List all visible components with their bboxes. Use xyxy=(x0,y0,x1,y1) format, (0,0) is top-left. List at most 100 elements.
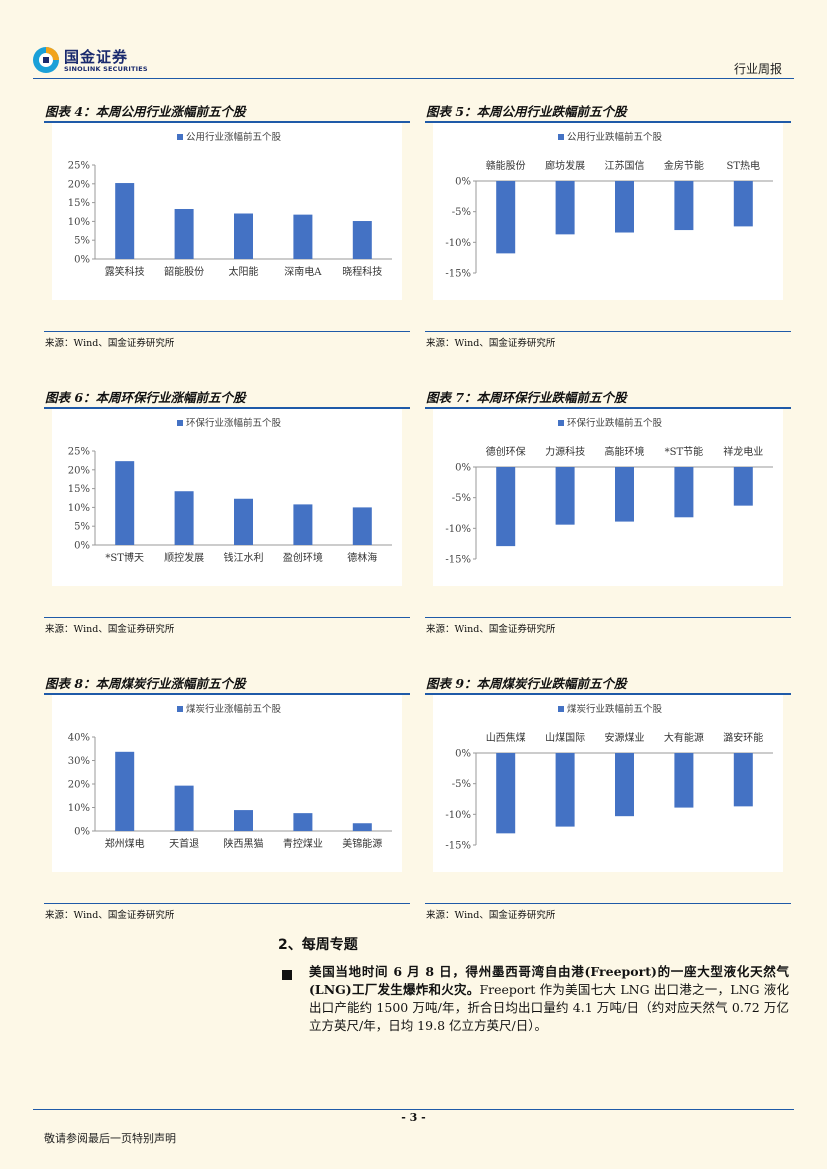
source-divider xyxy=(44,903,410,904)
legend-label: 环保行业跌幅前五个股 xyxy=(567,417,663,429)
y-tick-label: 5% xyxy=(74,522,90,533)
source-text: 来源：Wind、国金证券研究所 xyxy=(45,910,175,921)
x-tick-label: 德创环保 xyxy=(486,445,526,458)
logo-en-text: SINOLINK SECURITIES xyxy=(64,65,148,73)
source-divider xyxy=(44,331,410,332)
legend-label: 公用行业跌幅前五个股 xyxy=(567,131,663,143)
x-tick-label: 力源科技 xyxy=(545,445,585,458)
bar xyxy=(352,823,372,831)
bar xyxy=(174,208,194,259)
bar xyxy=(555,753,575,827)
panel-title-text: 图表 4：本周公用行业涨幅前五个股 xyxy=(45,104,246,119)
bar xyxy=(674,181,694,231)
y-tick-label: 0% xyxy=(455,749,471,760)
y-tick-label: 10% xyxy=(68,803,90,814)
y-tick-label: 30% xyxy=(68,756,90,767)
bar xyxy=(555,181,575,235)
bar xyxy=(674,467,694,518)
x-tick-label: 天首退 xyxy=(169,837,199,850)
legend-swatch xyxy=(558,134,564,140)
x-tick-label: 安源煤业 xyxy=(605,731,645,744)
bar xyxy=(733,753,753,807)
x-tick-label: 陕西黑猫 xyxy=(224,837,264,850)
source-text: 来源：Wind、国金证券研究所 xyxy=(45,624,175,635)
x-tick-label: 江苏国信 xyxy=(605,159,645,172)
bar xyxy=(115,751,135,831)
legend-swatch xyxy=(177,706,183,712)
x-tick-label: *ST博天 xyxy=(105,551,144,564)
legend-label: 公用行业涨幅前五个股 xyxy=(186,131,282,143)
bar-chart: 公用行业涨幅前五个股 0% 5% 10% 15% 20% 25% 露笑科技 韶能股份 太阳能 深南电… xyxy=(68,131,392,278)
bar xyxy=(293,504,313,545)
bar xyxy=(293,813,313,831)
y-tick-label: 0% xyxy=(455,177,471,188)
bar-chart: 煤炭行业跌幅前五个股 0% -5% -10% -15% 山西焦煤 山煤国际 安源煤业 大有能源 潞… xyxy=(445,703,773,852)
bar xyxy=(234,213,253,259)
y-tick-label: 10% xyxy=(68,503,90,514)
bullet-icon xyxy=(282,970,292,980)
x-tick-label: 露笑科技 xyxy=(105,265,145,278)
y-tick-label: -10% xyxy=(445,810,471,821)
page-number: - 3 - xyxy=(401,1111,426,1124)
bar xyxy=(615,467,634,522)
bar xyxy=(115,183,135,259)
panel-title-text: 图表 5：本周公用行业跌幅前五个股 xyxy=(426,104,627,119)
y-tick-label: -15% xyxy=(445,555,471,566)
panel-title-text: 图表 8：本周煤炭行业涨幅前五个股 xyxy=(45,676,246,691)
bar-chart: 环保行业涨幅前五个股 0% 5% 10% 15% 20% 25% *ST博天 顺控发展 钱江水利 盈… xyxy=(68,417,392,564)
chart-box: 公用行业跌幅前五个股 0% -5% -10% -15% 赣能股份 廊坊发展 江苏国信 金房节能 S… xyxy=(433,123,783,300)
x-tick-label: 赣能股份 xyxy=(486,159,526,172)
y-tick-label: -10% xyxy=(445,238,471,249)
section-paragraph: 美国当地时间 6 月 8 日，得州墨西哥湾自由港(Freeport)的一座大型液… xyxy=(309,963,789,1035)
x-tick-label: 山西焦煤 xyxy=(486,731,526,744)
x-tick-label: 太阳能 xyxy=(229,265,259,278)
bar xyxy=(733,181,753,227)
x-tick-label: 深南电A xyxy=(284,265,322,278)
logo: 国金证券 SINOLINK SECURITIES xyxy=(32,44,162,78)
header-divider xyxy=(33,78,794,79)
bar-chart: 公用行业跌幅前五个股 0% -5% -10% -15% 赣能股份 廊坊发展 江苏国信 金房节能 S… xyxy=(445,131,773,280)
bar xyxy=(733,467,753,506)
x-tick-label: ST热电 xyxy=(727,159,761,172)
y-tick-label: 0% xyxy=(455,463,471,474)
panel-title-text: 图表 9：本周煤炭行业跌幅前五个股 xyxy=(426,676,627,691)
bar xyxy=(293,214,313,259)
x-tick-label: 美锦能源 xyxy=(342,837,382,850)
bar xyxy=(496,181,516,254)
bar xyxy=(352,507,372,545)
x-tick-label: 德林海 xyxy=(347,551,377,564)
legend-label: 环保行业涨幅前五个股 xyxy=(186,417,282,429)
bar-chart: 环保行业跌幅前五个股 0% -5% -10% -15% 德创环保 力源科技 高能环境 *ST节能… xyxy=(445,417,773,566)
x-tick-label: 郑州煤电 xyxy=(105,837,145,850)
footer-note: 敬请参阅最后一页特别声明 xyxy=(44,1132,176,1145)
paragraph-body: Freeport 作为美国七大 LNG 出口港之一，LNG 液化出口产能约 15… xyxy=(309,982,789,1033)
y-tick-label: -15% xyxy=(445,269,471,280)
x-tick-label: 钱江水利 xyxy=(224,551,264,564)
paragraph-bold: 美国当地时间 6 月 8 日，得州墨西哥湾自由港(Freeport)的一座大型液… xyxy=(309,964,789,997)
y-tick-label: 20% xyxy=(68,780,90,791)
footer-divider xyxy=(33,1109,794,1110)
chart-box: 公用行业涨幅前五个股 0% 5% 10% 15% 20% 25% 露笑科技 韶能股份 太阳能 深南电… xyxy=(52,123,402,300)
x-tick-label: 盈创环境 xyxy=(283,551,323,564)
y-tick-label: 0% xyxy=(74,827,90,838)
x-tick-label: 大有能源 xyxy=(664,731,704,744)
y-tick-label: -10% xyxy=(445,524,471,535)
bar xyxy=(674,753,694,808)
y-tick-label: -5% xyxy=(452,207,471,218)
panel-title: 图表 9：本周煤炭行业跌幅前五个股 xyxy=(425,671,791,695)
bar xyxy=(496,753,516,834)
bar xyxy=(352,221,372,259)
source-divider xyxy=(44,617,410,618)
source-divider xyxy=(425,331,791,332)
logo-cn-text: 国金证券 xyxy=(64,48,129,66)
x-tick-label: 顺控发展 xyxy=(164,551,204,564)
source-text: 来源：Wind、国金证券研究所 xyxy=(45,338,175,349)
y-tick-label: 20% xyxy=(68,179,90,190)
x-tick-label: 廊坊发展 xyxy=(545,159,585,172)
x-tick-label: 祥龙电业 xyxy=(723,445,763,458)
source-text: 来源：Wind、国金证券研究所 xyxy=(426,338,556,349)
legend-swatch xyxy=(177,134,183,140)
y-tick-label: -5% xyxy=(452,493,471,504)
bar xyxy=(496,467,516,547)
panel-title: 图表 7：本周环保行业跌幅前五个股 xyxy=(425,385,791,409)
